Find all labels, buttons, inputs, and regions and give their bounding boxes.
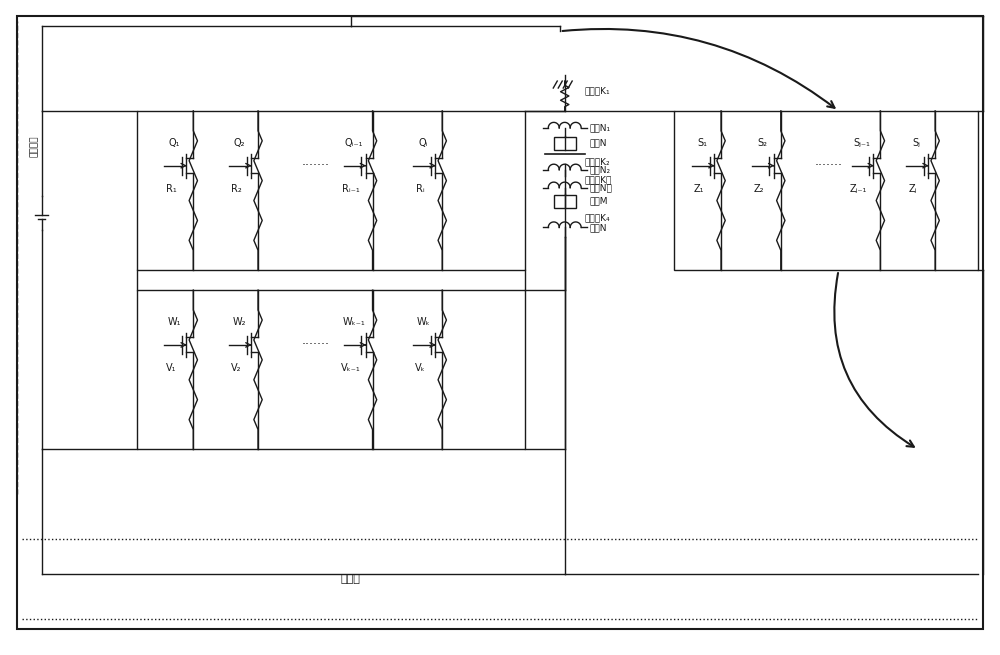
Text: 电磁鐵K₄: 电磁鐵K₄ <box>585 213 610 222</box>
Text: 线圈N₁: 线圈N₁ <box>590 123 611 132</box>
Text: 电磁鐵Kゃ: 电磁鐵Kゃ <box>585 175 612 184</box>
Text: ·······: ······· <box>302 339 330 352</box>
Text: V₁: V₁ <box>166 363 177 373</box>
Text: Qᵢ₋₁: Qᵢ₋₁ <box>344 138 363 148</box>
Bar <box>554 137 576 150</box>
Text: R₂: R₂ <box>231 183 241 194</box>
Text: W₂: W₂ <box>232 317 246 327</box>
Bar <box>674 111 978 271</box>
Text: V₂: V₂ <box>231 363 241 373</box>
Text: Qᵢ: Qᵢ <box>419 138 428 148</box>
Text: Wₖ: Wₖ <box>416 317 430 327</box>
Text: 电磁鐵K₂: 电磁鐵K₂ <box>585 157 610 166</box>
Text: 电池模组: 电池模组 <box>29 135 38 157</box>
Text: Z₁: Z₁ <box>694 183 704 194</box>
Text: Q₁: Q₁ <box>169 138 180 148</box>
Text: Zⱼ: Zⱼ <box>909 183 917 194</box>
Text: R₁: R₁ <box>166 183 177 194</box>
Text: Rᵢ: Rᵢ <box>416 183 425 194</box>
Text: S₂: S₂ <box>757 138 767 148</box>
Text: S₁: S₁ <box>697 138 707 148</box>
Text: ·······: ······· <box>302 159 330 172</box>
Text: 用电端: 用电端 <box>341 574 361 584</box>
Text: 电磁鐵K₁: 电磁鐵K₁ <box>585 86 610 96</box>
Text: 线圈N₂: 线圈N₂ <box>590 165 611 174</box>
Text: 衰鐵N: 衰鐵N <box>590 139 607 148</box>
Text: Q₂: Q₂ <box>233 138 245 148</box>
Bar <box>137 111 525 271</box>
Text: Zⱼ₋₁: Zⱼ₋₁ <box>850 183 867 194</box>
Text: Z₂: Z₂ <box>754 183 764 194</box>
FancyArrowPatch shape <box>834 273 914 447</box>
Text: W₁: W₁ <box>168 317 181 327</box>
Text: Rᵢ₋₁: Rᵢ₋₁ <box>342 183 360 194</box>
Text: Sⱼ: Sⱼ <box>912 138 920 148</box>
Text: 线圈Nゃ: 线圈Nゃ <box>590 183 612 192</box>
Text: Vₖ₋₁: Vₖ₋₁ <box>341 363 361 373</box>
Text: Sⱼ₋₁: Sⱼ₋₁ <box>853 138 870 148</box>
FancyArrowPatch shape <box>563 29 835 108</box>
Text: ·······: ······· <box>815 159 843 172</box>
Bar <box>554 195 576 208</box>
Bar <box>137 290 525 449</box>
Text: 线圈N: 线圈N <box>590 223 607 232</box>
Text: Wₖ₋₁: Wₖ₋₁ <box>342 317 365 327</box>
Text: Vₖ: Vₖ <box>415 363 426 373</box>
Text: 衰鐵M: 衰鐵M <box>590 196 608 206</box>
